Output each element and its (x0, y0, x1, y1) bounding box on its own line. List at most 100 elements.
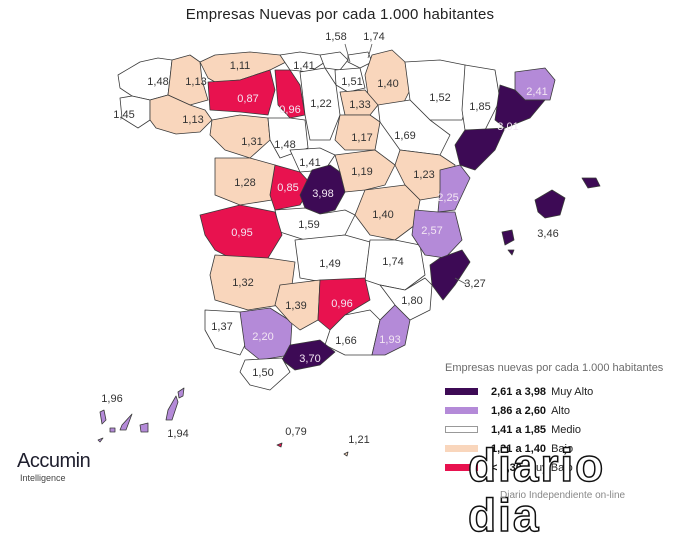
province-albacete (364, 239, 426, 291)
province-value-label: 0,96 (279, 104, 301, 116)
province-alicante (429, 249, 471, 301)
province-value-label: 1,59 (298, 219, 320, 231)
province-value-label: 1,69 (394, 130, 416, 142)
province-value-label: 0,85 (277, 182, 299, 194)
province-canarias-gomera (109, 427, 116, 433)
legend-item-muy-alto: 2,61 a 3,98 Muy Alto (445, 382, 690, 401)
legend-label: Alto (551, 404, 571, 417)
province-value-label: 3,70 (299, 353, 321, 365)
province-baleares-menorca (581, 177, 601, 189)
legend-range: 2,61 a 3,98 (491, 385, 547, 398)
province-zamora (209, 114, 271, 159)
province-baleares-ibiza (501, 229, 515, 246)
province-value-label: 1,94 (167, 428, 189, 440)
province-leon (207, 69, 276, 116)
province-guadalajara (334, 149, 396, 193)
province-value-label: 1,22 (310, 98, 332, 110)
province-value-label: 1,74 (382, 256, 404, 268)
province-value-label: 1,41 (293, 60, 315, 72)
legend-label: Muy Alto (551, 385, 594, 398)
province-castellon (437, 164, 471, 213)
province-canarias-fuerteventura (165, 395, 179, 421)
province-canarias-hierro (97, 437, 104, 443)
accumin-logo: Accumin Intelligence (17, 450, 91, 483)
swatch-muy-alto (445, 388, 478, 395)
province-gipuzkoa (347, 51, 373, 69)
logo-subtitle: Intelligence (20, 473, 66, 483)
province-value-label: 2,20 (252, 331, 274, 343)
legend-item-medio: 1,41 a 1,85 Medio (445, 420, 690, 439)
province-value-label: 1,37 (211, 321, 233, 333)
province-value-label: 1,19 (351, 166, 373, 178)
legend-label: Bajo (551, 442, 574, 455)
province-value-label: 1,33 (349, 99, 371, 111)
province-value-label: 2,57 (421, 225, 443, 237)
province-value-label: 1,28 (234, 177, 256, 189)
province-cuenca (354, 184, 421, 241)
legend-item-bajo: 1,31 a 1,40 Bajo (445, 439, 690, 458)
province-canarias-la-palma (99, 409, 107, 425)
province-segovia (289, 147, 336, 173)
province-value-label: 1,52 (429, 92, 451, 104)
province-value-label: 1,58 (325, 31, 347, 43)
swatch-alto (445, 407, 478, 414)
legend-label: Medio (551, 423, 582, 436)
province-value-label: 2,41 (526, 86, 548, 98)
province-tarragona (454, 127, 506, 171)
province-value-label: 3,01 (497, 121, 519, 133)
province-value-label: 1,39 (285, 300, 307, 312)
province-toledo (274, 207, 356, 241)
province-value-label: 2,25 (437, 192, 459, 204)
province-value-label: 1,48 (274, 139, 296, 151)
logo-name: Accumin (17, 450, 91, 472)
province-lugo (167, 54, 209, 106)
swatch-medio (445, 426, 478, 433)
province-murcia (379, 277, 433, 321)
province-value-label: 0,95 (231, 227, 253, 239)
province-value-label: 1,48 (147, 76, 169, 88)
province-value-label: 1,49 (319, 258, 341, 270)
province-value-label: 1,80 (401, 295, 423, 307)
province-value-label: 1,11 (229, 60, 251, 72)
province-value-label: 1,13 (185, 76, 207, 88)
province-value-label: 3,98 (312, 188, 334, 200)
watermark-subtitle: Diario Independiente on-line (500, 490, 626, 501)
legend-range: < 1,30 (491, 461, 522, 474)
province-value-label: 1,21 (348, 434, 370, 446)
province-value-label: 0,87 (237, 93, 259, 105)
province-la-rioja (339, 89, 379, 116)
province-value-label: 1,31 (241, 136, 263, 148)
province-value-label: 1,40 (377, 78, 399, 90)
province-madrid (299, 164, 346, 215)
province-value-label: 1,51 (341, 76, 363, 88)
province-value-label: 1,85 (469, 101, 491, 113)
legend-label: Muy Bajo (526, 461, 573, 474)
province-value-label: 1,50 (252, 367, 274, 379)
province-alava (334, 67, 366, 93)
province-burgos (299, 67, 341, 141)
province-value-label: 0,79 (285, 426, 307, 438)
legend-range: 1,31 a 1,40 (491, 442, 547, 455)
legend-item-alto: 1,86 a 2,60 Alto (445, 401, 690, 420)
province-valencia (411, 209, 463, 259)
province-ourense (149, 94, 213, 135)
province-valladolid (267, 117, 309, 159)
province-value-label: 1,74 (363, 31, 385, 43)
province-value-label: 1,17 (351, 132, 373, 144)
swatch-bajo (445, 445, 478, 452)
province-melilla (343, 451, 349, 457)
province-baleares-mallorca (534, 189, 566, 219)
legend: Empresas nuevas por cada 1.000 habitante… (445, 362, 690, 477)
province-baleares-formentera (507, 249, 515, 256)
province-value-label: 3,27 (464, 278, 486, 290)
legend-range: 1,86 a 2,60 (491, 404, 547, 417)
province-bizkaia (319, 51, 349, 71)
province-value-label: 1,41 (299, 157, 321, 169)
province-barcelona (494, 84, 546, 129)
province-canarias-lanzarote (177, 387, 185, 399)
province-value-label: 1,40 (372, 209, 394, 221)
province-canarias-tenerife (119, 413, 133, 431)
province-value-label: 3,46 (537, 228, 559, 240)
province-value-label: 1,66 (335, 335, 357, 347)
province-value-label: 1,13 (182, 114, 204, 126)
